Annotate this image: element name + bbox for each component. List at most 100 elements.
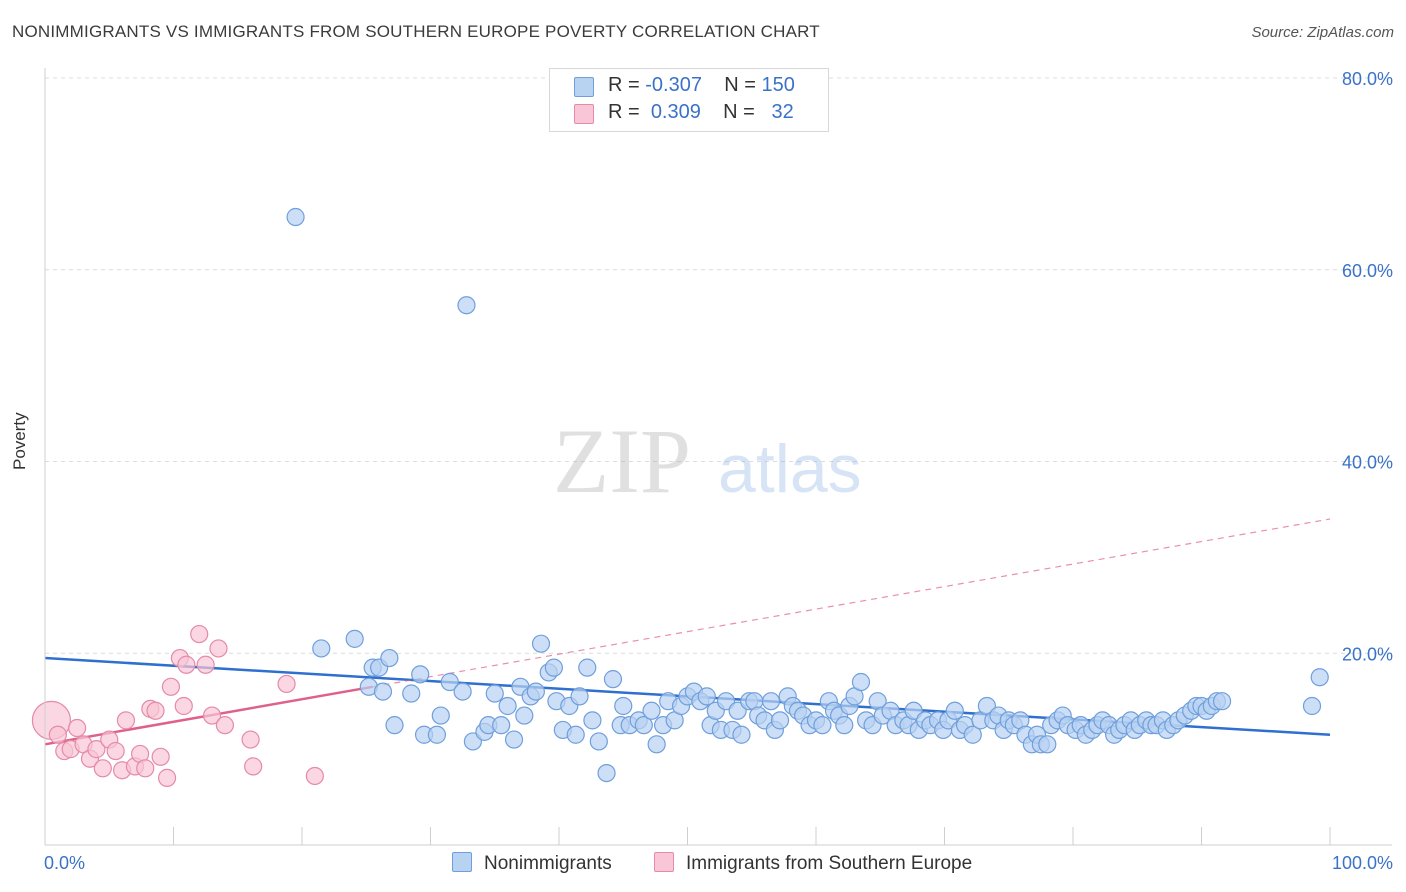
point-nonimmigrants bbox=[1038, 735, 1057, 754]
point-nonimmigrants bbox=[835, 716, 854, 735]
point-immigrants bbox=[244, 757, 263, 776]
n-label: N = bbox=[724, 74, 756, 96]
point-nonimmigrants bbox=[1302, 696, 1322, 716]
source-label: Source: ZipAtlas.com bbox=[1251, 24, 1394, 41]
point-nonimmigrants bbox=[642, 701, 661, 720]
point-nonimmigrants bbox=[697, 687, 716, 706]
point-nonimmigrants bbox=[647, 735, 666, 754]
point-nonimmigrants bbox=[498, 696, 517, 716]
legend-stats-immigrants: R = 0.309 N = 32 bbox=[608, 101, 794, 124]
point-nonimmigrants bbox=[578, 658, 597, 677]
point-nonimmigrants bbox=[570, 687, 589, 706]
legend-label: Nonimmigrants bbox=[484, 853, 612, 874]
point-immigrants bbox=[136, 759, 155, 778]
point-immigrants bbox=[277, 674, 296, 694]
axes bbox=[44, 68, 1392, 846]
point-immigrants bbox=[106, 741, 125, 761]
r-label: R = bbox=[608, 74, 640, 96]
point-immigrants bbox=[157, 768, 177, 787]
y-tick-label: 40.0% bbox=[1342, 453, 1393, 473]
r-label: R = bbox=[608, 101, 640, 123]
point-immigrants bbox=[305, 766, 324, 786]
chart-title: NONIMMIGRANTS VS IMMIGRANTS FROM SOUTHER… bbox=[12, 22, 820, 41]
legend-swatch-immigrants bbox=[574, 104, 594, 124]
point-immigrants bbox=[174, 696, 193, 716]
point-immigrants bbox=[68, 718, 87, 738]
point-nonimmigrants bbox=[583, 711, 602, 730]
r-value: -0.307 bbox=[645, 74, 702, 96]
tick-labels: 20.0% 40.0% 60.0% 80.0% 0.0% 100.0% bbox=[44, 69, 1393, 873]
point-nonimmigrants bbox=[385, 716, 404, 735]
gridlines bbox=[45, 77, 1392, 654]
point-nonimmigrants bbox=[1310, 668, 1329, 687]
point-nonimmigrants bbox=[286, 207, 305, 227]
legend-swatch-immigrants bbox=[654, 852, 674, 872]
point-immigrants bbox=[202, 706, 222, 725]
point-nonimmigrants bbox=[440, 672, 459, 692]
y-tick-label: 20.0% bbox=[1342, 644, 1393, 664]
point-nonimmigrants bbox=[312, 639, 331, 658]
point-nonimmigrants bbox=[634, 716, 653, 735]
point-immigrants bbox=[177, 655, 196, 674]
correlation-legend: R = -0.307 N = 150 R = 0.309 N = 32 bbox=[549, 68, 829, 132]
point-immigrants bbox=[161, 677, 181, 696]
point-nonimmigrants bbox=[453, 682, 472, 701]
point-nonimmigrants bbox=[1212, 692, 1232, 711]
data-points bbox=[31, 207, 1329, 787]
point-immigrants bbox=[215, 716, 234, 735]
point-immigrants bbox=[87, 740, 106, 759]
point-nonimmigrants bbox=[531, 634, 551, 653]
watermark-zip: ZIP bbox=[553, 410, 691, 512]
point-nonimmigrants bbox=[761, 692, 781, 711]
watermark-atlas: atlas bbox=[718, 431, 862, 507]
point-immigrants bbox=[196, 655, 215, 674]
x-tick-label-min: 0.0% bbox=[44, 853, 85, 873]
point-nonimmigrants bbox=[504, 730, 524, 749]
legend-label: Immigrants from Southern Europe bbox=[686, 853, 973, 874]
point-immigrants bbox=[190, 624, 209, 644]
point-immigrants bbox=[48, 725, 67, 744]
point-nonimmigrants bbox=[431, 706, 450, 725]
point-nonimmigrants bbox=[614, 696, 633, 716]
point-nonimmigrants bbox=[603, 670, 623, 689]
legend-item-nonimmigrants: Nonimmigrants bbox=[452, 852, 612, 875]
point-nonimmigrants bbox=[485, 684, 504, 703]
watermark: ZIP atlas bbox=[553, 410, 862, 512]
point-nonimmigrants bbox=[813, 716, 832, 735]
point-nonimmigrants bbox=[373, 682, 393, 701]
x-tick-label-max: 100.0% bbox=[1332, 853, 1393, 873]
point-nonimmigrants bbox=[963, 725, 982, 744]
point-immigrants bbox=[146, 701, 165, 720]
point-immigrants bbox=[151, 747, 170, 766]
legend-stats-nonimmigrants: R = -0.307 N = 150 bbox=[608, 74, 795, 97]
n-value: 150 bbox=[761, 74, 795, 96]
point-nonimmigrants bbox=[544, 658, 563, 677]
legend-swatch-nonimmigrants bbox=[452, 852, 472, 872]
point-immigrants bbox=[116, 711, 136, 730]
point-nonimmigrants bbox=[380, 648, 399, 668]
point-immigrants bbox=[93, 759, 112, 778]
point-nonimmigrants bbox=[345, 629, 364, 648]
point-nonimmigrants bbox=[515, 706, 534, 725]
point-nonimmigrants bbox=[427, 725, 447, 744]
point-nonimmigrants bbox=[597, 763, 616, 783]
point-immigrants bbox=[241, 730, 260, 749]
point-nonimmigrants bbox=[851, 672, 871, 692]
point-nonimmigrants bbox=[411, 665, 430, 684]
point-immigrants bbox=[209, 639, 228, 658]
point-nonimmigrants bbox=[732, 725, 751, 744]
y-tick-label: 60.0% bbox=[1342, 261, 1393, 281]
legend-swatch-nonimmigrants bbox=[574, 77, 594, 97]
r-value: 0.309 bbox=[650, 101, 701, 123]
point-nonimmigrants bbox=[589, 732, 608, 751]
point-nonimmigrants bbox=[492, 716, 511, 735]
legend-item-immigrants: Immigrants from Southern Europe bbox=[654, 852, 972, 875]
y-tick-label: 80.0% bbox=[1342, 69, 1393, 89]
point-nonimmigrants bbox=[770, 711, 790, 730]
point-nonimmigrants bbox=[457, 296, 476, 315]
point-nonimmigrants bbox=[566, 725, 585, 744]
point-nonimmigrants bbox=[402, 684, 421, 703]
point-nonimmigrants bbox=[945, 701, 964, 720]
n-value: 32 bbox=[771, 101, 794, 123]
